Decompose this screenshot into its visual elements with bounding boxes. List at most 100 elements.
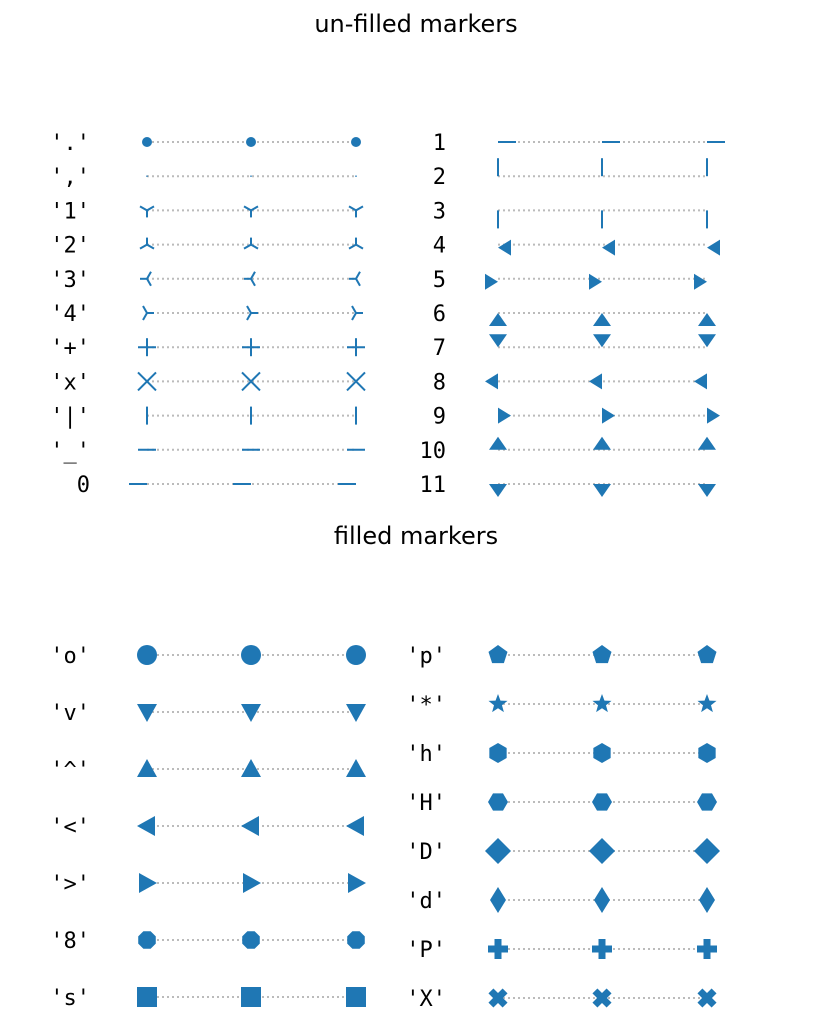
marker-label: 3 bbox=[433, 199, 446, 224]
marker-point-shape bbox=[142, 137, 152, 147]
marker-diamond bbox=[694, 838, 720, 864]
marker-caretrightbase bbox=[602, 407, 615, 424]
marker-triangle_down-shape bbox=[241, 704, 261, 722]
marker-label: '_' bbox=[50, 439, 90, 464]
marker-caretleft bbox=[707, 239, 720, 256]
marker-label: 7 bbox=[433, 336, 446, 361]
marker-x_filled-shape bbox=[592, 988, 612, 1008]
marker-point bbox=[142, 137, 152, 147]
marker-square bbox=[137, 987, 157, 1007]
marker-tri_left bbox=[349, 271, 361, 287]
marker-star-shape bbox=[592, 694, 612, 713]
marker-caretup bbox=[489, 313, 507, 326]
marker-label: '4' bbox=[50, 302, 90, 327]
marker-tri_up bbox=[139, 237, 155, 250]
marker-octagon-shape bbox=[138, 931, 156, 949]
marker-label: 'X' bbox=[406, 987, 446, 1012]
marker-label: 'v' bbox=[50, 701, 90, 726]
marker-pixel bbox=[250, 175, 252, 177]
marker-caretupbase-shape bbox=[489, 436, 507, 450]
marker-caretright-shape bbox=[694, 273, 707, 290]
marker-thin_diamond bbox=[490, 887, 506, 913]
marker-tri_left-b bbox=[355, 271, 361, 280]
marker-caretleft bbox=[602, 239, 615, 256]
marker-tri_right bbox=[351, 305, 363, 321]
marker-label: 6 bbox=[433, 302, 446, 327]
marker-label: 's' bbox=[50, 986, 90, 1011]
marker-hexagon1-shape bbox=[489, 743, 507, 763]
marker-caretupbase bbox=[698, 436, 716, 450]
marker-plus bbox=[242, 338, 260, 357]
marker-label: 11 bbox=[420, 473, 447, 498]
marker-caretup-shape bbox=[698, 313, 716, 326]
marker-thin_diamond-shape bbox=[594, 887, 610, 913]
marker-triangle_right bbox=[348, 873, 366, 893]
marker-caretupbase-shape bbox=[593, 436, 611, 450]
marker-hexagon2-shape bbox=[697, 793, 717, 811]
marker-thin_diamond bbox=[699, 887, 715, 913]
marker-caretdownbase bbox=[489, 484, 507, 497]
marker-tri_down-c bbox=[250, 205, 259, 212]
marker-diamond bbox=[485, 838, 511, 864]
marker-pixel bbox=[146, 175, 148, 177]
marker-triangle_up bbox=[241, 759, 261, 777]
marker-hexagon1-shape bbox=[593, 743, 611, 763]
marker-star-shape bbox=[488, 694, 508, 713]
marker-label: '3' bbox=[50, 268, 90, 293]
marker-caretleftbase-shape bbox=[589, 373, 602, 390]
marker-caretdown-shape bbox=[698, 334, 716, 348]
marker-pixel bbox=[355, 175, 357, 177]
marker-x_filled bbox=[488, 988, 508, 1008]
marker-caretupbase-shape bbox=[698, 436, 716, 450]
marker-square bbox=[346, 987, 366, 1007]
marker-triangle_down-shape bbox=[137, 704, 157, 722]
marker-pentagon-shape bbox=[592, 645, 612, 664]
marker-thin_diamond bbox=[594, 887, 610, 913]
marker-label: 'H' bbox=[406, 791, 446, 816]
marker-plus_filled bbox=[488, 939, 508, 959]
marker-triangle_up-shape bbox=[241, 759, 261, 777]
marker-triangle_left bbox=[346, 816, 364, 836]
marker-label: 'h' bbox=[406, 742, 446, 767]
marker-caretleftbase bbox=[694, 373, 707, 390]
marker-hexagon1 bbox=[698, 743, 716, 763]
marker-plus_filled bbox=[697, 939, 717, 959]
marker-plus_filled-shape bbox=[697, 939, 717, 959]
marker-tri_down bbox=[348, 205, 364, 218]
marker-caretright bbox=[589, 273, 602, 290]
marker-label: 'o' bbox=[50, 644, 90, 669]
marker-star bbox=[488, 694, 508, 713]
marker-circle bbox=[241, 645, 261, 665]
marker-octagon bbox=[138, 931, 156, 949]
marker-x-b bbox=[346, 371, 366, 392]
marker-caretrightbase bbox=[707, 407, 720, 424]
marker-point-shape bbox=[351, 137, 361, 147]
marker-label: '^' bbox=[50, 758, 90, 783]
marker-caretdownbase-shape bbox=[489, 484, 507, 497]
marker-tri_up-c bbox=[146, 243, 155, 250]
marker-caretrightbase-shape bbox=[498, 407, 511, 424]
marker-octagon-shape bbox=[242, 931, 260, 949]
marker-caretrightbase-shape bbox=[707, 407, 720, 424]
marker-tri_right-c bbox=[142, 312, 148, 321]
marker-caretleft-shape bbox=[498, 239, 511, 256]
marker-triangle_right bbox=[243, 873, 261, 893]
marker-label: '|' bbox=[50, 405, 90, 430]
marker-triangle_right-shape bbox=[243, 873, 261, 893]
marker-triangle_left bbox=[137, 816, 155, 836]
marker-caretleftbase bbox=[589, 373, 602, 390]
marker-octagon bbox=[242, 931, 260, 949]
marker-tri_left bbox=[140, 271, 152, 287]
marker-caretrightbase bbox=[498, 407, 511, 424]
marker-triangle_left-shape bbox=[137, 816, 155, 836]
marker-square-shape bbox=[137, 987, 157, 1007]
marker-caretup bbox=[593, 313, 611, 326]
marker-tri_up bbox=[243, 237, 259, 250]
marker-tri_left-c bbox=[146, 278, 152, 287]
marker-pentagon bbox=[592, 645, 612, 664]
marker-label: '>' bbox=[50, 872, 90, 897]
marker-tri_down-b bbox=[139, 205, 148, 212]
marker-tri_up-b bbox=[139, 243, 148, 250]
marker-x_filled-shape bbox=[488, 988, 508, 1008]
